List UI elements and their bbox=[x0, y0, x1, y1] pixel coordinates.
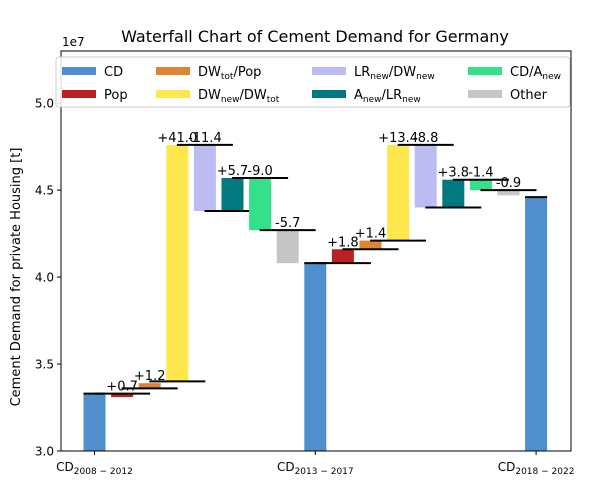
bar-value-label-14: -1.4 bbox=[468, 166, 493, 181]
legend-swatch-pop bbox=[62, 90, 96, 98]
bar-value-label-3: +41.0 bbox=[157, 131, 197, 146]
bar-value-label-7: -5.7 bbox=[275, 216, 300, 231]
bar-value-label-1: +0.7 bbox=[106, 380, 138, 395]
waterfall-bar-6 bbox=[249, 177, 272, 231]
legend-label-pop: Pop bbox=[104, 88, 128, 103]
y-tick-label-1: 3.5 bbox=[35, 358, 54, 372]
y-axis-exponent: 1e7 bbox=[62, 35, 85, 49]
x-tick-label-2: CD2018 − 2022 bbox=[498, 460, 575, 477]
legend-label-cd: CD bbox=[104, 65, 123, 80]
bar-value-label-15: -0.9 bbox=[496, 176, 521, 191]
bar-value-label-6: -9.0 bbox=[247, 164, 272, 179]
waterfall-bar-9 bbox=[331, 249, 354, 264]
waterfall-bar-13 bbox=[442, 179, 465, 208]
x-axis: CD2008 − 2012 CD2013 − 2017 CD2018 − 2022 bbox=[56, 451, 574, 477]
legend-label-other: Other bbox=[510, 88, 548, 103]
legend-swatch-lrnew bbox=[312, 67, 346, 75]
x-tick-label-0: CD2008 − 2012 bbox=[56, 460, 133, 477]
y-tick-label-3: 4.5 bbox=[35, 184, 54, 198]
bar-value-label-4: -11.4 bbox=[188, 131, 222, 146]
waterfall-bar-4 bbox=[193, 144, 216, 211]
bar-value-label-9: +1.8 bbox=[327, 235, 359, 250]
bar-value-label-12: -8.8 bbox=[413, 131, 438, 146]
waterfall-bar-7 bbox=[276, 230, 299, 264]
y-axis: 3.0 3.5 4.0 4.5 5.0 bbox=[35, 97, 61, 459]
legend-label-dwnew: DWnew/DWtot bbox=[198, 88, 280, 105]
bar-value-label-11: +13.4 bbox=[378, 131, 418, 146]
waterfall-bar-1 bbox=[111, 393, 134, 398]
bar-value-label-5: +5.7 bbox=[217, 164, 249, 179]
waterfall-bar-10 bbox=[359, 240, 382, 250]
bars-group: +0.7+1.2 +41.0-11.4 +5.7 -9.0 -5.7 +1.8+1.4 +1… bbox=[83, 131, 548, 451]
y-tick-label-0: 3.0 bbox=[35, 445, 54, 459]
bar-value-label-13: +3.8 bbox=[438, 166, 470, 181]
waterfall-bar-15 bbox=[497, 190, 520, 196]
legend-swatch-other bbox=[468, 90, 502, 98]
waterfall-bar-8 bbox=[304, 263, 327, 451]
y-axis-label: Cement Demand for private Housing [t] bbox=[9, 148, 24, 407]
waterfall-bar-16 bbox=[525, 197, 548, 451]
legend-swatch-cd bbox=[62, 67, 96, 75]
waterfall-bar-11 bbox=[387, 144, 410, 241]
legend-box bbox=[55, 56, 571, 108]
y-tick-label-2: 4.0 bbox=[35, 271, 54, 285]
bar-value-label-10: +1.4 bbox=[355, 227, 387, 242]
legend-label-cdanew: CD/Anew bbox=[510, 65, 561, 82]
legend-label-dwtot: DWtot/Pop bbox=[198, 65, 261, 82]
waterfall-bar-5 bbox=[221, 177, 244, 211]
legend-swatch-anew bbox=[312, 90, 346, 98]
legend-swatch-dwtot bbox=[156, 67, 190, 75]
waterfall-bar-0 bbox=[83, 393, 106, 451]
waterfall-bar-3 bbox=[166, 144, 189, 382]
waterfall-bar-12 bbox=[414, 144, 437, 208]
waterfall-bar-14 bbox=[469, 179, 492, 191]
legend-label-anew: Anew/LRnew bbox=[354, 88, 421, 105]
legend-swatch-cdanew bbox=[468, 67, 502, 75]
bar-value-label-2: +1.2 bbox=[134, 369, 166, 384]
waterfall-bar-2 bbox=[138, 383, 161, 389]
chart-title: Waterfall Chart of Cement Demand for Ger… bbox=[121, 27, 509, 46]
x-tick-label-1: CD2013 − 2017 bbox=[277, 460, 354, 477]
y-tick-label-4: 5.0 bbox=[35, 97, 54, 111]
plot-frame bbox=[60, 50, 572, 452]
legend-swatch-dwnew bbox=[156, 90, 190, 98]
legend-label-lrnew: LRnew/DWnew bbox=[354, 65, 435, 82]
legend: CD Pop DWtot/Pop DWnew/DWtot LRnew/DWnew Anew… bbox=[55, 56, 571, 108]
